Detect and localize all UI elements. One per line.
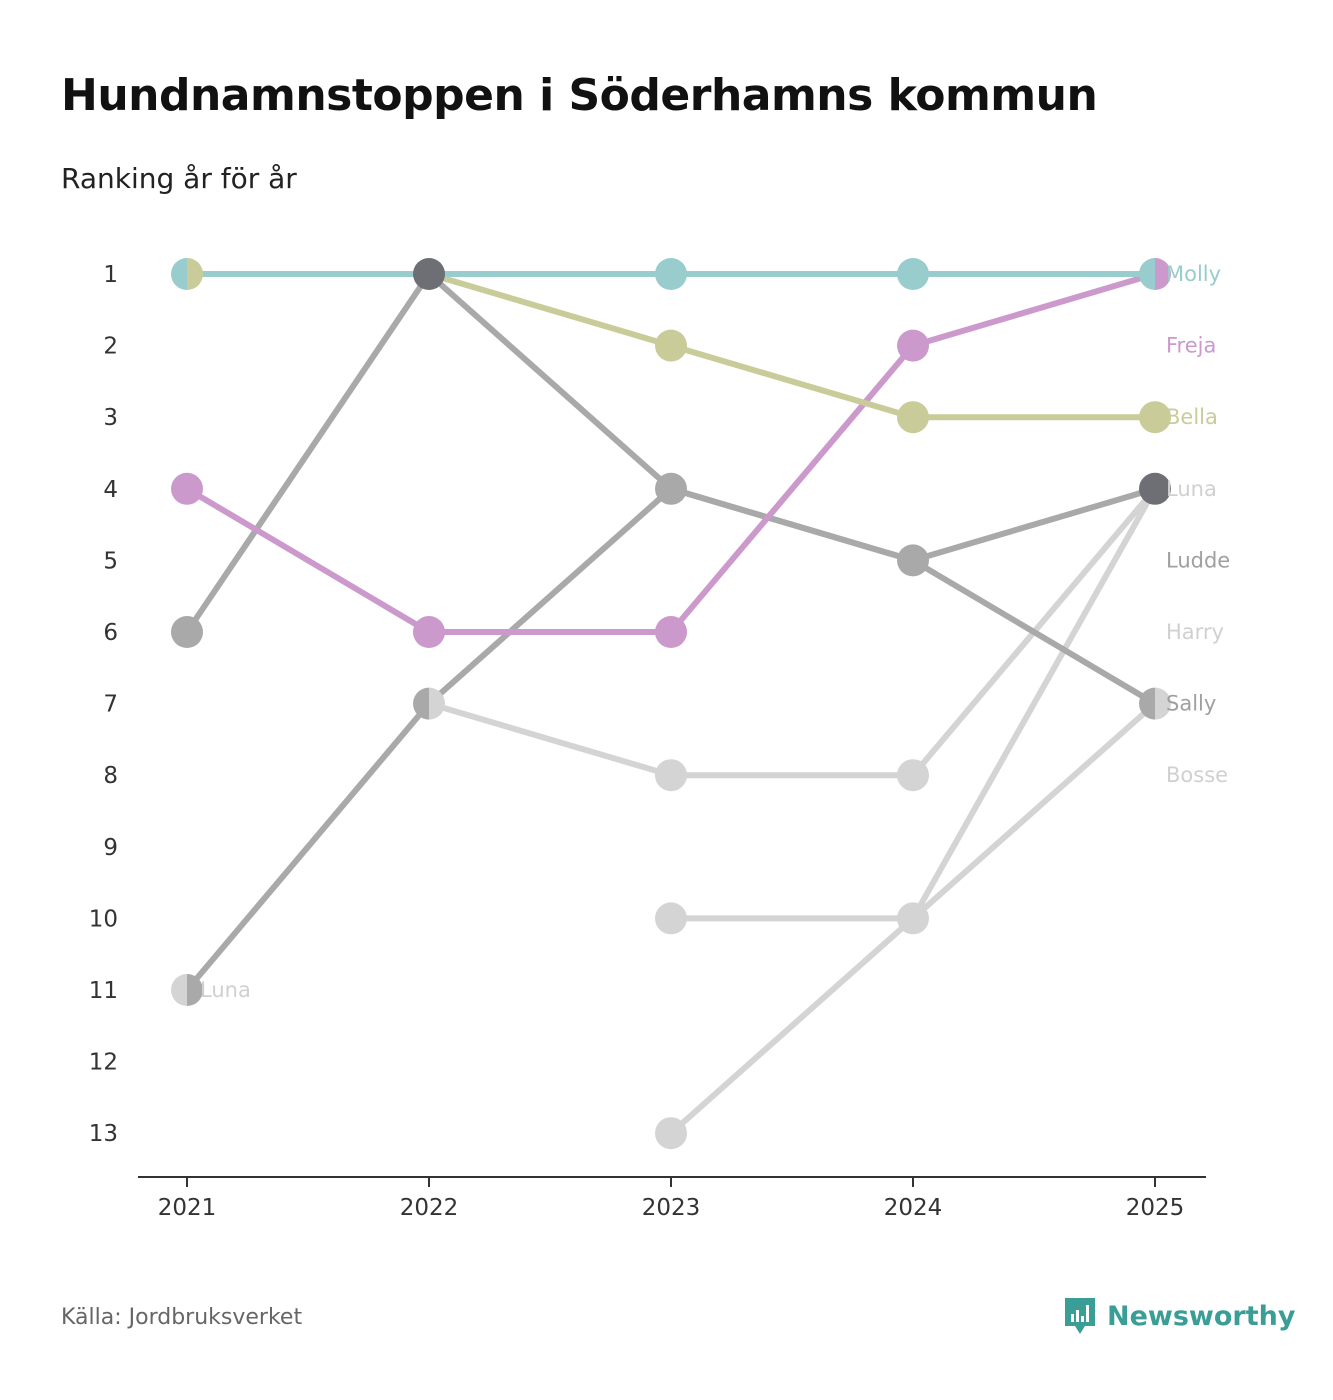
chart-subtitle: Ranking år för år (61, 162, 297, 195)
end-label-bella: Bella (1166, 405, 1218, 429)
chart-title: Hundnamnstoppen i Söderhamns kommun (61, 70, 1098, 121)
data-point-2024-rank-3[interactable] (897, 401, 929, 434)
y-tick-label: 4 (103, 477, 118, 503)
data-point-2022-rank-7[interactable] (413, 687, 445, 720)
series-line-freja (184, 271, 1158, 635)
data-point-2023-rank-8[interactable] (655, 759, 687, 792)
start-label-luna: Luna (200, 978, 251, 1002)
data-point-2023-rank-6[interactable] (655, 616, 687, 648)
y-tick-label: 7 (103, 692, 118, 718)
x-axis-ticks: 2021 2022 2023 2024 2025 (158, 1177, 1185, 1221)
end-label-molly: Molly (1166, 262, 1221, 286)
y-tick-label: 1 (103, 262, 118, 288)
end-label-harry: Harry (1166, 620, 1224, 644)
data-point-2023-rank-2[interactable] (655, 329, 687, 362)
data-point-2025-rank-3[interactable] (1139, 401, 1171, 434)
end-label-ludde: Ludde (1166, 548, 1230, 572)
series-markers (171, 258, 1171, 1150)
data-point-2021-rank-11[interactable] (171, 974, 203, 1006)
data-point-2023-rank-13[interactable] (655, 1117, 687, 1150)
data-point-2025-rank-1[interactable] (1139, 258, 1171, 290)
source-note: Källa: Jordbruksverket (61, 1305, 303, 1330)
data-point-2022-rank-6[interactable] (413, 616, 445, 648)
y-tick-label: 12 (89, 1050, 118, 1076)
y-tick-label: 10 (89, 906, 118, 932)
data-point-2022-rank-1[interactable] (413, 258, 445, 290)
data-point-2023-rank-10[interactable] (655, 902, 687, 935)
data-point-half-right (1155, 687, 1171, 720)
end-label-luna: Luna (1166, 477, 1217, 501)
series-lines (184, 271, 1158, 1137)
data-point-half-left (1139, 687, 1155, 720)
end-label-sally: Sally (1166, 692, 1216, 716)
data-point-2021-rank-1[interactable] (171, 258, 203, 290)
data-point-half-right (429, 687, 445, 720)
x-tick-label: 2023 (642, 1195, 701, 1221)
data-point-2025-rank-7[interactable] (1139, 687, 1171, 720)
x-tick-label: 2022 (400, 1195, 459, 1221)
y-tick-label: 5 (103, 548, 118, 574)
data-point-2024-rank-5[interactable] (897, 544, 929, 577)
data-point-2024-rank-8[interactable] (897, 759, 929, 792)
data-point-2024-rank-2[interactable] (897, 329, 929, 362)
data-point-half-left (171, 258, 187, 290)
end-label-freja: Freja (1166, 334, 1216, 358)
x-tick-label: 2025 (1126, 1195, 1185, 1221)
brand-logo[interactable]: Newsworthy (1063, 1296, 1295, 1336)
y-tick-label: 2 (103, 334, 118, 360)
series-labels: Molly Freja Bella Luna Ludde Harry Sally Bosse L… (200, 262, 1230, 1002)
data-point-2024-rank-10[interactable] (897, 902, 929, 935)
y-tick-label: 8 (103, 763, 118, 789)
data-point-2023-rank-4[interactable] (655, 472, 687, 505)
data-point-half-left (413, 687, 429, 720)
data-point-half-left (171, 974, 187, 1006)
newsworthy-logo-icon (1065, 1298, 1095, 1334)
x-tick-label: 2021 (158, 1195, 217, 1221)
y-tick-label: 11 (89, 978, 118, 1004)
end-label-bosse: Bosse (1166, 763, 1228, 787)
data-point-2024-rank-1[interactable] (897, 258, 929, 290)
y-tick-label: 13 (89, 1121, 118, 1147)
y-tick-label: 9 (103, 835, 118, 861)
data-point-2025-rank-4[interactable] (1139, 472, 1171, 505)
x-tick-label: 2024 (884, 1195, 943, 1221)
y-tick-label: 3 (103, 405, 118, 431)
y-tick-label: 6 (103, 620, 118, 646)
data-point-2023-rank-1[interactable] (655, 258, 687, 290)
data-point-2021-rank-6[interactable] (171, 616, 203, 648)
data-point-half-left (1139, 258, 1155, 290)
brand-name: Newsworthy (1107, 1300, 1296, 1332)
data-point-half-right (1155, 258, 1171, 290)
data-point-half-right (187, 974, 203, 1006)
data-point-half-right (187, 258, 203, 290)
data-point-2021-rank-4[interactable] (171, 472, 203, 505)
